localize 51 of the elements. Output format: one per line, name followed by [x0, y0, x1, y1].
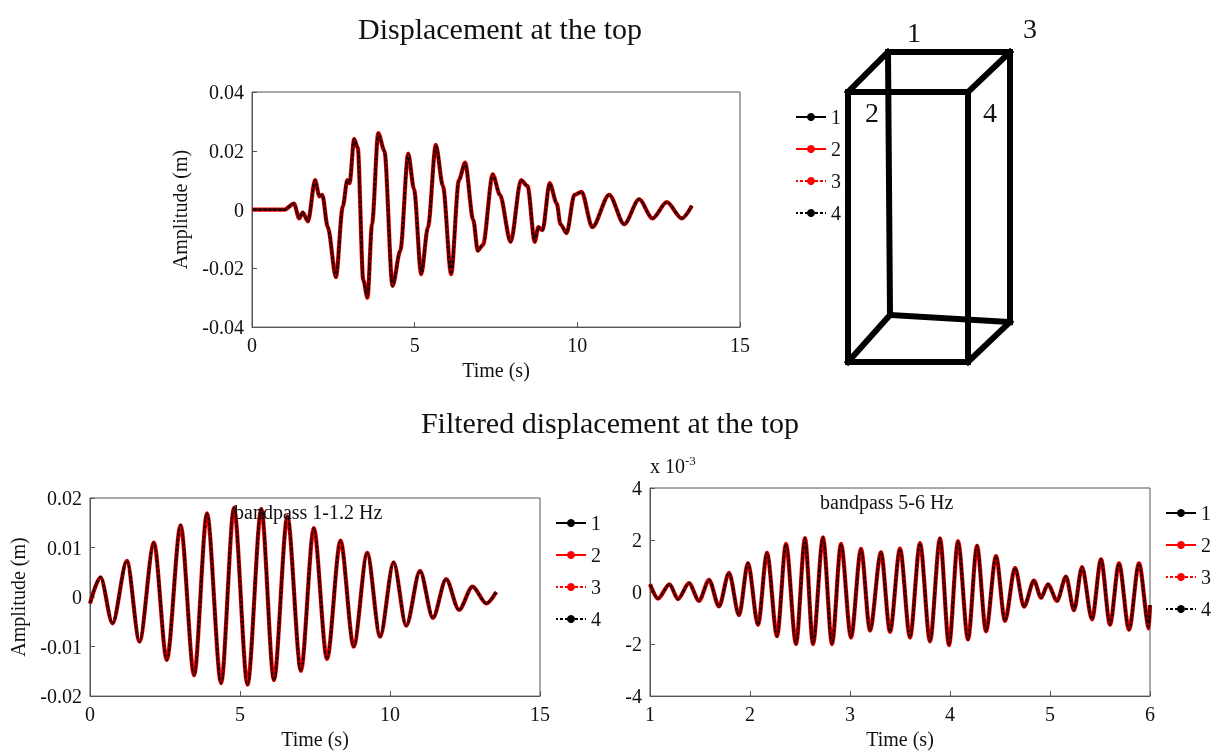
y-tick-label: -0.02: [40, 685, 82, 708]
y-tick-label: -0.01: [40, 635, 82, 658]
annotation: bandpass 5-6 Hz: [820, 491, 954, 514]
chart-title: Displacement at the top: [357, 11, 643, 45]
y-tick-label: 0: [234, 198, 244, 221]
x-tick-label: 10: [380, 703, 400, 726]
y-tick-label: 2: [632, 529, 642, 552]
x-tick-label: 15: [730, 334, 750, 357]
x-tick-label: 4: [945, 703, 955, 726]
x-tick-label: 5: [235, 703, 245, 726]
x-tick-label: 2: [745, 703, 755, 726]
y-tick-label: -0.04: [202, 316, 244, 339]
y-axis-title: Amplitude (m): [7, 537, 30, 657]
text: Filtered displacement at the top: [419, 406, 801, 440]
y-tick-label: 4: [632, 477, 642, 499]
x-tick-label: 6: [1145, 703, 1155, 726]
x-tick-label: 5: [409, 334, 420, 357]
legend-label: 2: [1201, 534, 1211, 556]
text: 2: [865, 97, 879, 128]
text: 3: [1023, 13, 1037, 44]
x-tick-label: 1: [645, 703, 655, 726]
text: 1: [907, 17, 921, 48]
x-tick-label: 15: [530, 703, 550, 726]
y-tick-label: -0.02: [202, 257, 244, 280]
x-tick-label: 5: [1045, 703, 1055, 726]
legend-label: 2: [591, 544, 601, 566]
legend-label: 4: [831, 202, 841, 224]
y-tick-label: 0.01: [47, 536, 82, 559]
legend-label: 1: [831, 106, 841, 128]
y-tick-label: -2: [625, 633, 642, 656]
legend-label: 3: [831, 170, 841, 192]
y-tick-label: 0.02: [47, 487, 82, 509]
x-tick-label: 3: [845, 703, 855, 726]
y-axis-title: Amplitude (m): [169, 149, 192, 270]
legend-label: 2: [831, 138, 841, 160]
y-tick-label: 0: [72, 586, 82, 609]
legend-label: 4: [1201, 598, 1211, 620]
x-axis-title: Time (s): [281, 728, 349, 751]
y-tick-label: 0.04: [209, 81, 244, 103]
legend-label: 3: [591, 576, 601, 598]
legend-label: 4: [591, 608, 601, 630]
x-tick-label: 10: [567, 334, 588, 357]
x-axis-title: Time (s): [866, 728, 934, 751]
legend-label: 1: [1201, 502, 1211, 524]
text: 4: [983, 97, 997, 128]
legend-label: 1: [591, 512, 601, 534]
y-tick-label: 0.02: [209, 139, 244, 162]
y-tick-label: -4: [625, 685, 642, 708]
y-tick-label: 0: [632, 581, 642, 604]
legend-label: 3: [1201, 566, 1211, 588]
x-axis-title: Time (s): [462, 359, 530, 382]
